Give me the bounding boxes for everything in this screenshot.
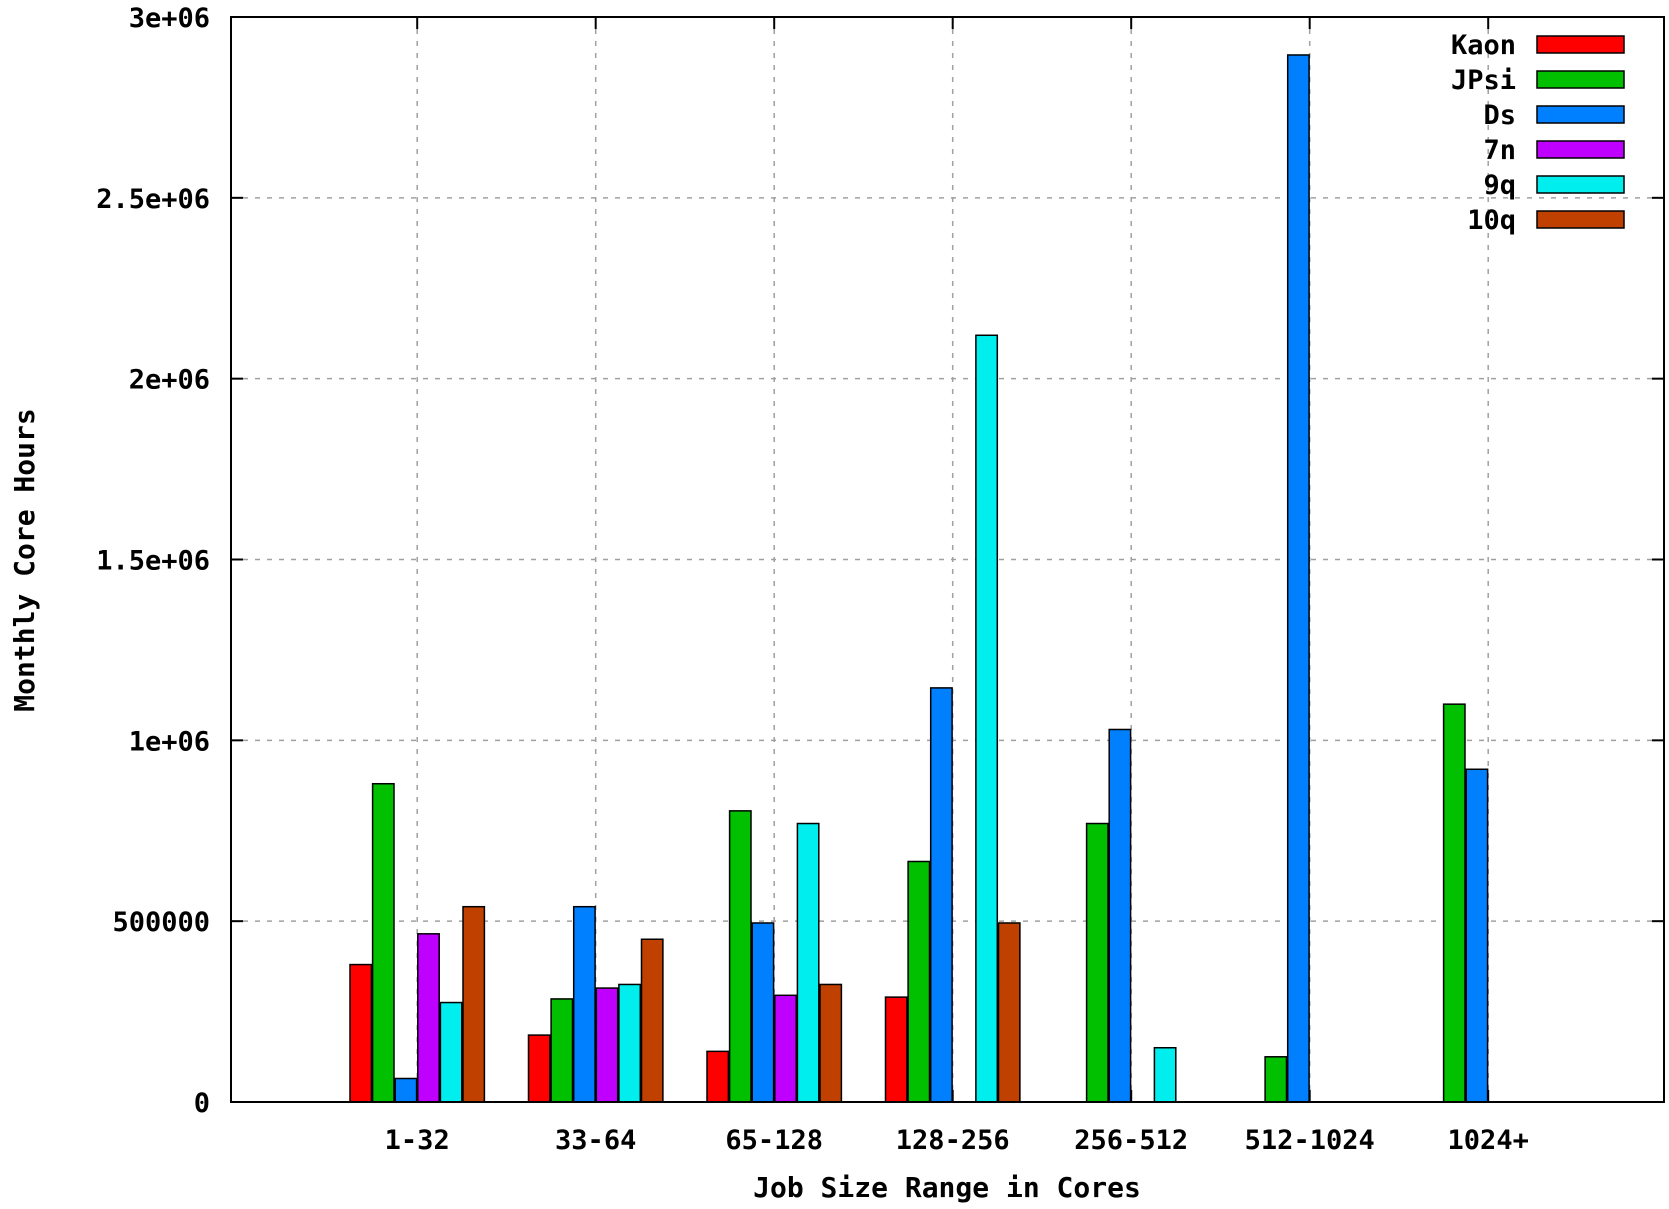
legend-label: 7n [1483,135,1516,166]
legend-swatch [1536,70,1625,89]
bar-7n-65-128 [774,994,797,1103]
bar-jpsi-33-64 [550,998,574,1103]
bar-jpsi-512-1024 [1264,1056,1288,1103]
bar-kaon-65-128 [706,1050,730,1103]
x-tick-label: 1024+ [1448,1125,1529,1156]
bar-10q-65-128 [819,983,843,1103]
y-tick-label: 0 [194,1088,210,1119]
y-tick-label: 2e+06 [129,365,210,396]
legend-label: JPsi [1451,65,1516,96]
bar-kaon-1-32 [349,963,373,1103]
axis-ticks [231,16,1664,1103]
bar-10q-1-32 [462,905,486,1103]
bar-ds-256-512 [1108,728,1132,1103]
bar-9q-128-256 [975,334,999,1103]
x-axis-title: Job Size Range in Cores [753,1171,1141,1204]
x-tick-label: 33-64 [555,1125,636,1156]
y-axis-title: Monthly Core Hours [8,408,41,711]
bar-jpsi-1-32 [371,782,395,1103]
bar-ds-128-256 [929,687,953,1103]
legend-label: 9q [1483,170,1516,201]
legend-swatch [1536,105,1625,124]
bar-10q-128-256 [997,922,1021,1103]
bar-jpsi-128-256 [907,860,931,1103]
legend-label: Kaon [1451,30,1516,61]
bar-7n-33-64 [595,987,619,1103]
x-tick-label: 256-512 [1074,1125,1188,1156]
legend-swatch [1536,175,1625,194]
x-tick-label: 512-1024 [1245,1125,1375,1156]
y-tick-label: 1.5e+06 [96,546,210,577]
legend-swatch [1536,210,1625,229]
bars [349,54,1489,1103]
legend-label: Ds [1483,100,1516,131]
legend: Kaon JPsi Ds 7n 9q 10q [1451,30,1625,236]
legend-swatch [1536,35,1625,54]
x-tick-label: 65-128 [725,1125,823,1156]
bar-jpsi-1024+ [1442,703,1466,1103]
bar-ds-512-1024 [1286,54,1310,1103]
bar-kaon-128-256 [884,996,908,1103]
y-tick-label: 1e+06 [129,726,210,757]
bar-jpsi-256-512 [1085,822,1109,1103]
bar-9q-256-512 [1153,1047,1177,1103]
bar-9q-65-128 [796,822,820,1103]
legend-swatch [1536,140,1625,159]
bar-ds-33-64 [572,905,596,1103]
bar-ds-1-32 [394,1077,418,1103]
y-tick-label: 500000 [112,907,210,938]
legend-label: 10q [1467,205,1516,236]
bar-10q-33-64 [640,938,664,1103]
tick-labels: 0 500000 1e+06 1.5e+06 2e+06 2.5e+06 3e+06 1-32… [96,3,1529,1156]
y-tick-label: 2.5e+06 [96,184,210,215]
bar-jpsi-65-128 [728,810,752,1103]
x-tick-label: 1-32 [385,1125,450,1156]
x-tick-label: 128-256 [896,1125,1010,1156]
bar-ds-65-128 [751,922,775,1103]
y-tick-label: 3e+06 [129,3,210,34]
bar-9q-1-32 [439,1001,463,1103]
bar-7n-1-32 [417,933,440,1103]
bar-kaon-33-64 [527,1034,551,1103]
bar-9q-33-64 [618,983,642,1103]
bar-ds-1024+ [1465,768,1489,1103]
